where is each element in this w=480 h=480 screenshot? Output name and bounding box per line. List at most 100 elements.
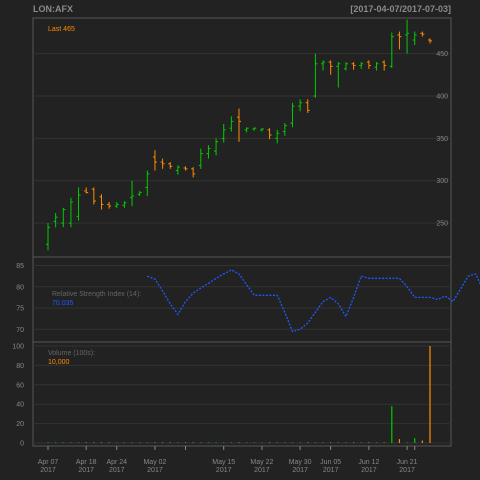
volume-y-tick-label: 100 bbox=[12, 344, 24, 351]
x-tick-year-label: 2017 bbox=[399, 467, 415, 474]
x-tick-label: Jun 05 bbox=[320, 459, 341, 466]
x-tick-label: May 30 bbox=[289, 459, 312, 466]
x-tick-year-label: 2017 bbox=[109, 467, 125, 474]
ohlc-bar bbox=[206, 145, 211, 159]
x-tick-label: Jun 12 bbox=[358, 459, 379, 466]
x-tick-label: May 15 bbox=[212, 459, 235, 466]
ohlc-bar bbox=[183, 166, 188, 171]
volume-legend-value: 10,000 bbox=[48, 359, 70, 366]
x-tick-label: Apr 07 bbox=[38, 459, 59, 466]
price-y-tick-label: 400 bbox=[436, 93, 448, 100]
x-tick-label: May 02 bbox=[143, 459, 166, 466]
rsi-y-tick-label: 70 bbox=[16, 327, 24, 334]
ohlc-bar bbox=[198, 148, 203, 169]
ohlc-bar bbox=[61, 207, 66, 228]
x-tick-year-label: 2017 bbox=[147, 467, 163, 474]
ohlc-bar bbox=[191, 167, 196, 178]
ohlc-bar bbox=[305, 99, 310, 113]
ohlc-bar bbox=[313, 53, 318, 98]
ohlc-bar bbox=[252, 127, 257, 131]
chart-symbol-title: LON:AFX bbox=[33, 4, 73, 14]
ohlc-bar bbox=[68, 197, 73, 228]
x-tick-label: May 22 bbox=[250, 459, 273, 466]
ohlc-bar bbox=[275, 129, 280, 144]
ohlc-bar bbox=[259, 128, 264, 132]
ohlc-bar bbox=[221, 123, 226, 143]
ohlc-bar bbox=[91, 187, 96, 205]
price-y-tick-label: 450 bbox=[436, 51, 448, 58]
price-legend: Last 465 bbox=[48, 26, 75, 33]
ohlc-bar bbox=[214, 138, 219, 156]
candlestick-series bbox=[46, 19, 432, 251]
rsi-y-tick-label: 80 bbox=[16, 284, 24, 291]
ohlc-bar bbox=[412, 31, 417, 46]
grid-lines bbox=[33, 53, 451, 444]
chart-date-range: [2017-04-07/2017-07-03] bbox=[350, 4, 451, 14]
ohlc-bar bbox=[168, 162, 173, 169]
rsi-line bbox=[147, 269, 480, 333]
ohlc-bar bbox=[428, 38, 432, 44]
rsi-series bbox=[147, 269, 480, 333]
ohlc-bar bbox=[374, 62, 379, 71]
ohlc-bar bbox=[382, 60, 387, 71]
ohlc-bar bbox=[397, 31, 402, 50]
ohlc-bar bbox=[175, 165, 180, 175]
volume-y-tick-label: 60 bbox=[16, 382, 24, 389]
x-tick-year-label: 2017 bbox=[292, 467, 308, 474]
x-tick-year-label: 2017 bbox=[40, 467, 56, 474]
volume-series bbox=[47, 346, 431, 443]
volume-y-tick-label: 40 bbox=[16, 402, 24, 409]
price-y-tick-label: 250 bbox=[436, 221, 448, 228]
x-tick-label: Apr 24 bbox=[106, 459, 127, 466]
ohlc-bar bbox=[130, 180, 135, 207]
ohlc-bar bbox=[152, 150, 157, 171]
ohlc-bar bbox=[137, 190, 142, 196]
ohlc-bar bbox=[321, 60, 326, 71]
ohlc-bar bbox=[46, 223, 50, 251]
x-tick-year-label: 2017 bbox=[361, 467, 377, 474]
x-tick-year-label: 2017 bbox=[216, 467, 232, 474]
volume-y-tick-label: 0 bbox=[20, 441, 24, 448]
ohlc-bar bbox=[114, 201, 119, 208]
ohlc-bar bbox=[420, 31, 425, 37]
ohlc-bar bbox=[160, 158, 165, 169]
x-tick-year-label: 2017 bbox=[78, 467, 94, 474]
ohlc-bar bbox=[229, 116, 234, 132]
ohlc-bar bbox=[145, 170, 150, 196]
ohlc-bar bbox=[122, 201, 127, 208]
ohlc-bar bbox=[282, 123, 287, 136]
ohlc-bar bbox=[351, 62, 356, 70]
ohlc-bar bbox=[99, 194, 104, 210]
ohlc-bar bbox=[343, 62, 348, 71]
price-y-tick-label: 300 bbox=[436, 178, 448, 185]
rsi-legend-label: Relative Strength Index (14): bbox=[52, 291, 141, 298]
ohlc-bar bbox=[84, 187, 89, 194]
rsi-legend-value: 70.035 bbox=[52, 300, 74, 307]
ohlc-bar bbox=[267, 128, 272, 140]
rsi-y-tick-label: 75 bbox=[16, 306, 24, 313]
ohlc-bar bbox=[359, 62, 364, 69]
rsi-y-tick-label: 85 bbox=[16, 263, 24, 270]
ohlc-bar bbox=[298, 99, 303, 112]
x-tick-year-label: 2017 bbox=[323, 467, 339, 474]
ohlc-bar bbox=[53, 212, 58, 228]
volume-y-tick-label: 20 bbox=[16, 421, 24, 428]
ohlc-bar bbox=[389, 32, 394, 69]
ohlc-bar bbox=[244, 127, 249, 133]
price-y-tick-label: 350 bbox=[436, 136, 448, 143]
panel-frame-3 bbox=[32, 341, 452, 447]
ohlc-bar bbox=[237, 108, 241, 142]
panel-frames bbox=[32, 17, 452, 447]
ohlc-bar bbox=[366, 60, 371, 69]
volume-y-tick-label: 80 bbox=[16, 363, 24, 370]
ohlc-bar bbox=[290, 102, 295, 128]
ohlc-bar bbox=[107, 201, 112, 209]
y-axes: 250 300 350 400 450 70 75 80 85 0 20 40 60 80 100 bbox=[12, 51, 448, 447]
volume-legend-label: Volume (100s): bbox=[48, 350, 95, 357]
x-tick-label: Jun 21 bbox=[397, 459, 418, 466]
x-tick-year-label: 2017 bbox=[254, 467, 270, 474]
x-tick-label: Apr 18 bbox=[76, 459, 97, 466]
ohlc-bar bbox=[336, 62, 341, 88]
